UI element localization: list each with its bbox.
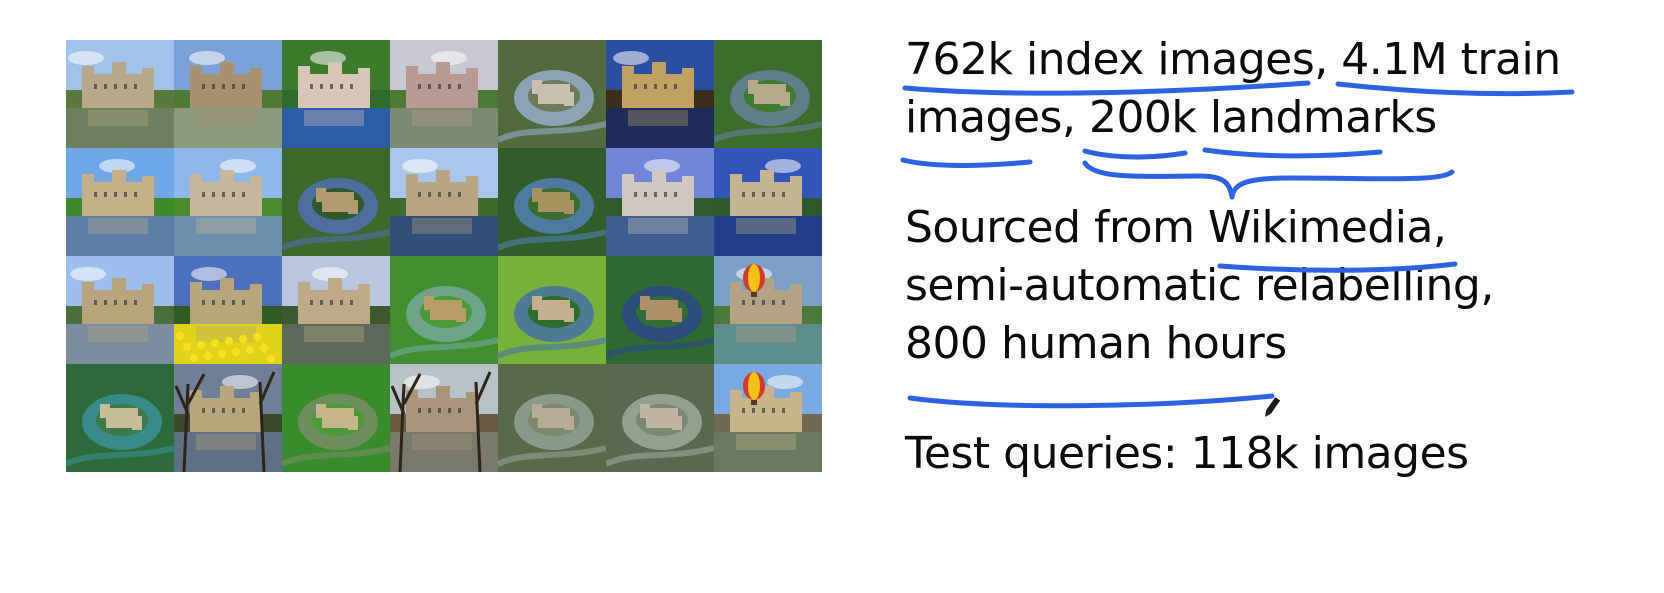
landmark-photo-tile — [390, 364, 498, 472]
landmark-photo-tile — [498, 40, 606, 148]
landmark-photo — [66, 40, 174, 148]
landmark-photo-tile — [390, 256, 498, 364]
landmark-photo-tile — [66, 364, 174, 472]
landmark-photo-tile — [390, 40, 498, 148]
landmark-photo-tile — [498, 148, 606, 256]
landmark-photo — [606, 256, 714, 364]
landmark-photo — [606, 364, 714, 472]
landmark-photo-tile — [174, 148, 282, 256]
landmark-photo-tile — [606, 148, 714, 256]
landmark-photo-tile — [390, 148, 498, 256]
landmark-photo — [66, 148, 174, 256]
landmark-photo-tile — [606, 256, 714, 364]
source-line-relabelling: semi-automatic relabelling, — [905, 260, 1494, 311]
landmark-photo-tile — [174, 256, 282, 364]
landmark-photo — [174, 256, 282, 364]
source-line-human-hours: 800 human hours — [905, 318, 1287, 369]
landmark-photo — [390, 148, 498, 256]
landmark-photo-tile — [606, 364, 714, 472]
landmark-photo — [282, 148, 390, 256]
landmark-photo — [714, 148, 822, 256]
stat-line-index-train: 762k index images, 4.1M train — [905, 34, 1561, 85]
landmark-photo-tile — [714, 364, 822, 472]
landmark-photo — [606, 40, 714, 148]
landmark-photo — [174, 148, 282, 256]
stat-line-landmarks: images, 200k landmarks — [905, 92, 1437, 143]
landmark-photo-tile — [282, 364, 390, 472]
landmark-photo — [390, 364, 498, 472]
landmark-photo — [174, 40, 282, 148]
landmark-photo — [282, 364, 390, 472]
landmark-photo-tile — [66, 148, 174, 256]
landmark-photo-tile — [66, 40, 174, 148]
test-queries-line: Test queries: 118k images — [905, 428, 1469, 479]
landmark-photo-tile — [282, 40, 390, 148]
landmark-photo-tile — [714, 256, 822, 364]
landmark-photo-tile — [714, 148, 822, 256]
landmark-photo-tile — [606, 40, 714, 148]
landmark-photo — [714, 40, 822, 148]
landmark-photo — [390, 256, 498, 364]
landmark-photo — [66, 364, 174, 472]
landmark-photo — [390, 40, 498, 148]
landmark-photo — [282, 40, 390, 148]
landmark-photo — [498, 256, 606, 364]
landmark-photo-tile — [498, 256, 606, 364]
landmark-photo — [498, 148, 606, 256]
landmark-image-grid — [66, 40, 822, 472]
landmark-photo-tile — [714, 40, 822, 148]
landmark-photo-tile — [66, 256, 174, 364]
landmark-photo-tile — [174, 40, 282, 148]
landmark-photo — [714, 256, 822, 364]
landmark-photo — [66, 256, 174, 364]
landmark-photo — [606, 148, 714, 256]
landmark-photo-tile — [174, 364, 282, 472]
landmark-photo-tile — [282, 148, 390, 256]
landmark-photo — [714, 364, 822, 472]
landmark-photo-tile — [282, 256, 390, 364]
source-line-wikimedia: Sourced from Wikimedia, — [905, 202, 1447, 253]
landmark-photo — [498, 364, 606, 472]
landmark-photo — [174, 364, 282, 472]
landmark-photo — [498, 40, 606, 148]
landmark-photo-tile — [498, 364, 606, 472]
slide-text-block: 762k index images, 4.1M train images, 20… — [905, 0, 1645, 593]
landmark-photo — [282, 256, 390, 364]
